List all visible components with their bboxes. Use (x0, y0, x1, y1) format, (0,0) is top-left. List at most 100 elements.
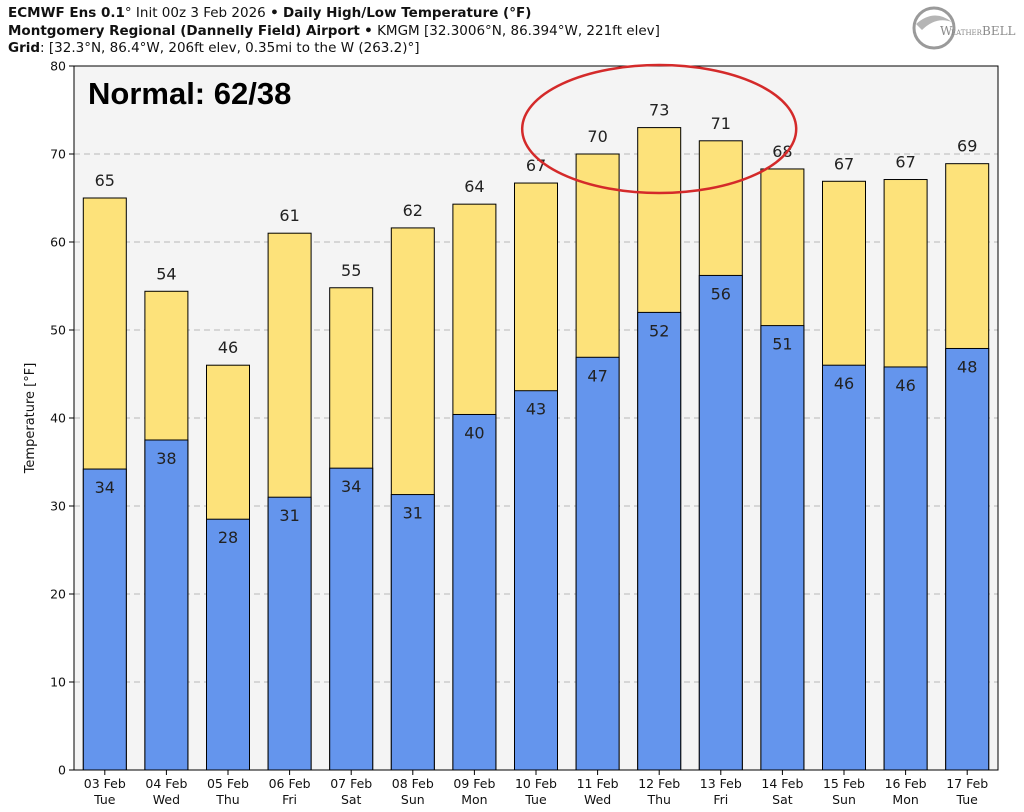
x-tick-date: 11 Feb (577, 776, 619, 791)
high-value-label: 55 (341, 261, 361, 280)
high-value-label: 67 (895, 153, 915, 172)
x-tick-date: 05 Feb (207, 776, 249, 791)
x-tick-date: 08 Feb (392, 776, 434, 791)
low-bar (698, 274, 743, 771)
x-tick-weekday: Fri (713, 792, 728, 807)
x-tick-weekday: Wed (153, 792, 180, 807)
header-line-3: Grid: [32.3°N, 86.4°W, 206ft elev, 0.35m… (8, 40, 420, 56)
low-value-label: 34 (95, 478, 115, 497)
header-line-2: Montgomery Regional (Dannelly Field) Air… (8, 23, 660, 39)
high-value-label: 61 (279, 206, 299, 225)
high-value-label: 62 (403, 201, 423, 220)
low-bar (206, 518, 250, 771)
x-tick-date: 14 Feb (761, 776, 803, 791)
x-tick-date: 07 Feb (330, 776, 372, 791)
normal-annotation: Normal: 62/38 (88, 76, 291, 111)
high-value-label: 46 (218, 338, 238, 357)
x-tick-date: 12 Feb (638, 776, 680, 791)
y-tick-label: 40 (50, 411, 66, 426)
init-time: Init 00z 3 Feb 2026 (135, 5, 266, 21)
low-value-label: 47 (587, 366, 607, 385)
low-bar (144, 439, 189, 771)
high-value-label: 67 (834, 154, 854, 173)
x-tick-date: 13 Feb (700, 776, 742, 791)
logo-text-b: EATHER (951, 29, 983, 37)
x-tick-weekday: Sun (401, 792, 425, 807)
x-tick-weekday: Wed (584, 792, 611, 807)
logo-text-a: W (940, 24, 953, 38)
station-name: Montgomery Regional (Dannelly Field) Air… (8, 23, 360, 39)
separator: • (270, 5, 279, 21)
y-tick-label: 10 (50, 675, 66, 690)
separator: • (364, 23, 373, 39)
x-tick-weekday: Tue (93, 792, 116, 807)
y-tick-label: 0 (58, 763, 66, 778)
low-bar (822, 364, 866, 771)
high-value-label: 69 (957, 137, 977, 156)
low-value-label: 51 (772, 335, 792, 354)
low-value-label: 31 (279, 506, 299, 525)
low-bar (637, 311, 682, 771)
high-value-label: 68 (772, 142, 792, 161)
low-value-label: 56 (711, 284, 731, 303)
x-tick-weekday: Tue (524, 792, 547, 807)
y-tick-label: 70 (50, 147, 66, 162)
low-bar (883, 366, 928, 771)
low-bar (575, 356, 620, 771)
low-bar (82, 468, 127, 771)
high-value-label: 73 (649, 101, 669, 120)
x-tick-weekday: Tue (956, 792, 979, 807)
logo-swirl (912, 6, 956, 50)
y-tick-label: 20 (50, 587, 66, 602)
grid-label: Grid (8, 40, 41, 56)
y-tick-label: 30 (50, 499, 66, 514)
x-tick-weekday: Fri (282, 792, 297, 807)
low-bar (760, 325, 805, 771)
x-tick-weekday: Thu (215, 792, 239, 807)
model-name: ECMWF Ens 0.1 (8, 5, 125, 21)
low-value-label: 28 (218, 528, 238, 547)
highlight-circle (520, 63, 798, 195)
x-tick-weekday: Sun (832, 792, 856, 807)
high-value-label: 70 (587, 127, 607, 146)
value-labels: 65 34 54 38 46 28 61 31 55 34 62 31 64 40 67 43 70 47 73 52… (95, 101, 978, 548)
station-detail: KMGM [32.3006°N, 86.394°W, 221ft elev] (377, 23, 660, 39)
x-tick-weekday: Sat (341, 792, 362, 807)
x-tick-weekday: Mon (461, 792, 487, 807)
low-value-label: 52 (649, 321, 669, 340)
low-bar (514, 390, 558, 771)
y-axis-ticks: 0 10 20 30 40 50 60 70 80 (50, 59, 74, 778)
y-tick-label: 50 (50, 323, 66, 338)
x-tick-weekday: Sat (772, 792, 793, 807)
x-tick-date: 04 Feb (145, 776, 187, 791)
weatherbell-logo: W EATHER BELL (912, 6, 1016, 50)
low-bar (945, 347, 990, 771)
x-tick-date: 16 Feb (885, 776, 927, 791)
degree-sign: ° (124, 5, 132, 21)
low-bar (452, 413, 497, 771)
high-value-label: 71 (711, 114, 731, 133)
logo-swirl-inner (916, 15, 952, 30)
low-bars (82, 274, 990, 771)
low-value-label: 34 (341, 477, 361, 496)
x-tick-date: 06 Feb (269, 776, 311, 791)
low-value-label: 48 (957, 357, 977, 376)
x-tick-weekday: Mon (892, 792, 918, 807)
low-value-label: 40 (464, 423, 484, 442)
low-value-label: 46 (834, 374, 854, 393)
chart-title: Daily High/Low Temperature (°F) (283, 5, 532, 21)
low-value-label: 46 (895, 376, 915, 395)
low-value-label: 43 (526, 400, 546, 419)
y-axis-label: Temperature [°F] (23, 363, 38, 475)
y-tick-label: 80 (50, 59, 66, 74)
header-line-1: ECMWF Ens 0.1° Init 00z 3 Feb 2026 • Dai… (8, 5, 531, 21)
x-tick-date: 17 Feb (946, 776, 988, 791)
low-value-label: 38 (156, 449, 176, 468)
low-bar (390, 494, 435, 771)
low-bar (329, 467, 374, 771)
high-value-label: 65 (95, 171, 115, 190)
high-value-label: 67 (526, 156, 546, 175)
high-value-label: 54 (156, 264, 176, 283)
